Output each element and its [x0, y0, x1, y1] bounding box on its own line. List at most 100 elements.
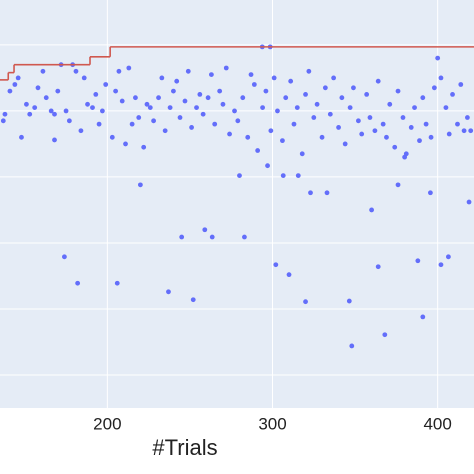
data-point [450, 92, 455, 97]
data-point [237, 173, 242, 179]
data-point [415, 258, 421, 264]
data-point [232, 108, 237, 114]
data-point [314, 101, 320, 107]
data-point [306, 68, 312, 74]
data-point [347, 105, 353, 111]
data-point [387, 101, 393, 107]
data-point [286, 272, 292, 278]
data-point [40, 68, 46, 74]
data-point [62, 254, 67, 260]
data-point [364, 92, 370, 97]
data-point [242, 234, 247, 240]
data-point [468, 128, 474, 134]
data-point [166, 289, 171, 295]
data-point [194, 105, 199, 111]
data-point [342, 141, 348, 147]
data-point [464, 115, 470, 120]
data-point [35, 85, 41, 91]
data-point [336, 125, 341, 130]
data-point [81, 75, 87, 81]
data-point [24, 101, 29, 107]
data-point [303, 299, 308, 305]
data-point [400, 115, 406, 120]
data-point [133, 95, 138, 101]
data-point [466, 199, 472, 205]
data-point [384, 134, 389, 140]
data-point [299, 151, 305, 157]
data-point [63, 108, 69, 114]
data-point [382, 332, 388, 338]
data-point [2, 111, 8, 117]
data-point [339, 95, 345, 101]
data-point [185, 68, 191, 74]
data-point [275, 108, 280, 114]
data-point [331, 75, 337, 81]
data-point [263, 88, 269, 94]
data-point [446, 131, 452, 137]
data-point [212, 121, 218, 127]
data-point [438, 75, 444, 81]
data-point [446, 254, 451, 260]
data-point [0, 118, 6, 124]
data-point [48, 108, 54, 114]
data-point [359, 131, 365, 137]
data-point [319, 134, 325, 140]
data-point [461, 128, 467, 134]
data-point [167, 105, 173, 111]
data-point [114, 280, 120, 286]
data-point [205, 95, 211, 101]
data-point [99, 108, 105, 114]
data-point [223, 65, 229, 71]
data-point [367, 115, 373, 120]
data-point [240, 95, 246, 101]
data-point [174, 78, 180, 84]
data-point [209, 72, 214, 78]
data-point [392, 144, 398, 150]
data-point [458, 82, 464, 87]
data-point [280, 173, 286, 179]
data-point [255, 148, 261, 153]
data-point [402, 154, 408, 160]
data-point [78, 128, 84, 134]
data-point [126, 65, 132, 71]
data-point [235, 118, 241, 124]
data-point [423, 121, 429, 127]
data-point [420, 95, 426, 101]
data-point [355, 118, 361, 124]
data-point [260, 105, 265, 111]
data-point [182, 98, 188, 104]
data-point [220, 101, 226, 107]
data-point [408, 125, 414, 130]
data-point [52, 137, 57, 143]
data-point [147, 105, 153, 111]
data-point [280, 138, 285, 144]
data-point [431, 85, 437, 91]
data-point [151, 118, 156, 124]
data-point [12, 82, 18, 87]
data-point [294, 105, 300, 111]
data-point [324, 190, 330, 196]
data-point [113, 88, 119, 94]
data-point [428, 134, 434, 140]
data-point [375, 78, 381, 84]
data-point [177, 115, 183, 120]
data-point [197, 92, 203, 97]
plot-area [0, 0, 474, 408]
data-point [322, 85, 328, 91]
data-point [311, 115, 317, 120]
data-point [273, 262, 279, 268]
data-point [443, 105, 449, 111]
data-point [43, 95, 49, 101]
x-tick-label: 300 [258, 414, 286, 433]
data-point [137, 182, 143, 188]
data-point [427, 190, 433, 196]
data-point [66, 118, 72, 124]
data-point [295, 173, 301, 179]
data-point [435, 55, 441, 61]
data-point [73, 68, 79, 74]
data-point [346, 298, 352, 304]
data-point [96, 121, 102, 127]
data-point [190, 297, 196, 303]
data-point [156, 95, 161, 101]
x-tick-label: 200 [93, 414, 121, 433]
